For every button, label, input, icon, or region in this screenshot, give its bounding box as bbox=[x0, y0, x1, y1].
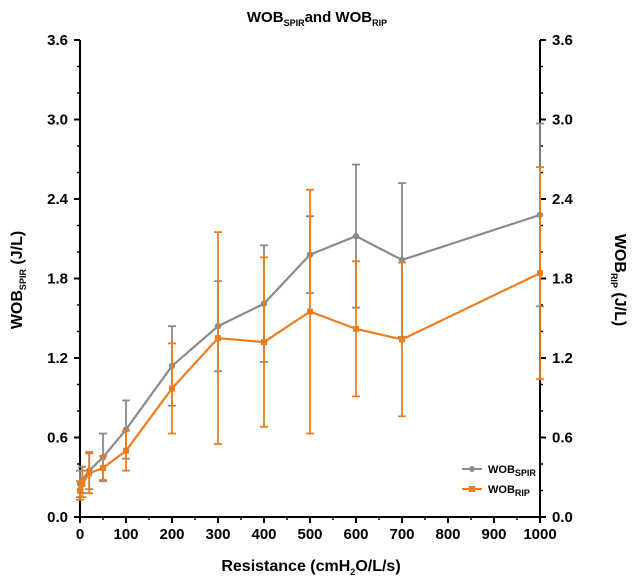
x-tick-label: 900 bbox=[481, 526, 506, 543]
y-tick-label-left: 1.2 bbox=[47, 350, 68, 367]
data-point bbox=[215, 335, 221, 342]
y-tick-label-left: 3.0 bbox=[47, 112, 68, 129]
y-axis-title-left-pre: WOB bbox=[9, 290, 26, 329]
y-tick-label-right: 0.6 bbox=[552, 430, 573, 447]
data-point bbox=[352, 232, 360, 240]
data-point bbox=[261, 339, 267, 346]
legend-spir-label-pre: WOB bbox=[488, 464, 515, 476]
legend-rip-label-pre: WOB bbox=[488, 484, 515, 496]
legend-rip-label: WOBRIP bbox=[488, 484, 530, 498]
x-tick-label: 100 bbox=[113, 526, 138, 543]
data-point bbox=[169, 385, 175, 392]
legend: WOBSPIR WOBRIP bbox=[462, 464, 536, 498]
x-tick-label: 800 bbox=[435, 526, 460, 543]
data-point bbox=[307, 308, 313, 315]
legend-spir-marker bbox=[469, 466, 475, 472]
y-tick-label-right: 3.0 bbox=[552, 112, 573, 129]
y-tick-label-left: 1.8 bbox=[47, 271, 68, 288]
x-tick-label: 300 bbox=[205, 526, 230, 543]
data-point bbox=[353, 325, 359, 332]
chart-title-main: WOB bbox=[247, 9, 284, 26]
chart-title-sub2: RIP bbox=[372, 18, 387, 28]
x-axis-title-sub: 2 bbox=[350, 567, 355, 577]
y-tick-label-right: 3.6 bbox=[552, 32, 573, 49]
y-tick-label-left: 0.6 bbox=[47, 430, 68, 447]
y-axis-title-right-post: (J/L) bbox=[611, 288, 628, 326]
y-tick-label-right: 1.8 bbox=[552, 271, 573, 288]
legend-spir-label: WOBSPIR bbox=[488, 464, 536, 478]
legend-rip-label-sub: RIP bbox=[515, 488, 530, 498]
x-tick-label: 400 bbox=[251, 526, 276, 543]
series-layer bbox=[76, 122, 544, 501]
data-point bbox=[123, 447, 129, 454]
legend-spir-label-sub: SPIR bbox=[515, 468, 537, 478]
series-rip bbox=[76, 166, 544, 501]
x-tick-label: 600 bbox=[343, 526, 368, 543]
x-tick-label: 200 bbox=[159, 526, 184, 543]
y-axis-title-left: WOBSPIR (J/L) bbox=[9, 231, 28, 329]
y-axis-title-right-sub: RIP bbox=[609, 273, 619, 288]
x-axis-title: Resistance (cmH2O/L/s) bbox=[221, 558, 400, 577]
data-point bbox=[77, 487, 83, 494]
y-axis-title-right: WOBRIP (J/L) bbox=[609, 234, 628, 326]
y-axis-title-right-pre: WOB bbox=[611, 234, 628, 273]
y-tick-label-left: 3.6 bbox=[47, 32, 68, 49]
y-axis-title-left-post: (J/L) bbox=[9, 231, 26, 269]
data-point bbox=[100, 464, 106, 471]
chart-title: WOBSPIRand WOBRIP bbox=[247, 9, 387, 28]
data-point bbox=[86, 470, 93, 477]
y-tick-label-right: 1.2 bbox=[552, 350, 573, 367]
chart-title-sub1: SPIR bbox=[284, 18, 306, 28]
data-point bbox=[537, 270, 543, 277]
chart-title-mid: and WOB bbox=[305, 9, 373, 26]
x-tick-label: 0 bbox=[76, 526, 84, 543]
y-tick-label-right: 0.0 bbox=[552, 509, 573, 526]
x-axis-title-pre: Resistance (cmH bbox=[221, 558, 350, 575]
x-tick-label: 1000 bbox=[523, 526, 556, 543]
axes: 0.0 0.0 0.6 0.6 1.2 1.2 1.8 1.8 2.4 2.4 3.0 3.0 3.6 3… bbox=[47, 32, 573, 543]
y-tick-label-left: 0.0 bbox=[47, 509, 68, 526]
data-point bbox=[399, 336, 405, 343]
y-tick-label-right: 2.4 bbox=[552, 191, 574, 208]
x-tick-label: 700 bbox=[389, 526, 414, 543]
y-tick-label-left: 2.4 bbox=[47, 191, 69, 208]
y-axis-title-left-sub: SPIR bbox=[18, 269, 28, 291]
data-point bbox=[79, 480, 86, 487]
x-axis-title-post: O/L/s) bbox=[355, 558, 400, 575]
legend-rip-marker bbox=[469, 486, 475, 492]
data-point bbox=[398, 256, 406, 264]
x-tick-label: 500 bbox=[297, 526, 322, 543]
